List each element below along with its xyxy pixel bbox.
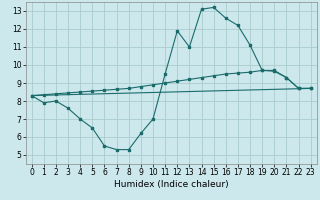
X-axis label: Humidex (Indice chaleur): Humidex (Indice chaleur) xyxy=(114,180,228,189)
